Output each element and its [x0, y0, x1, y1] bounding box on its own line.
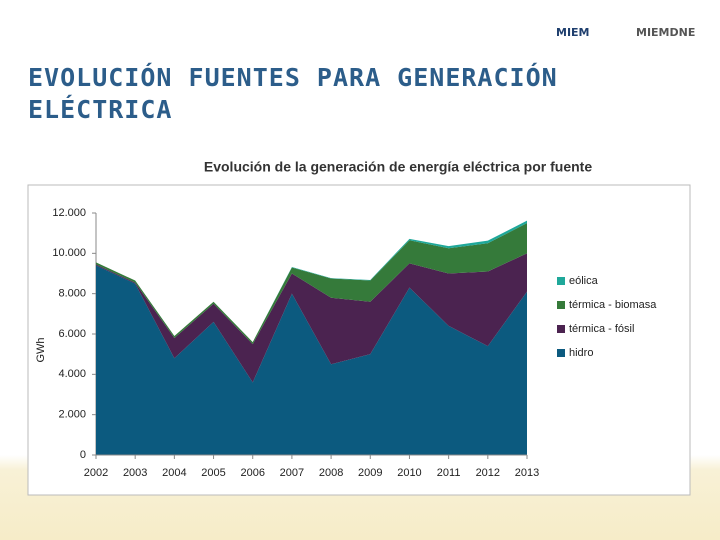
- legend-label: térmica - fósil: [569, 323, 634, 335]
- x-tick-label: 2011: [437, 467, 461, 479]
- x-tick-label: 2009: [358, 467, 382, 479]
- legend-label: eólica: [569, 275, 599, 287]
- x-tick-label: 2002: [84, 467, 108, 479]
- legend-label: térmica - biomasa: [569, 299, 657, 311]
- y-tick-label: 6.000: [58, 328, 86, 340]
- area: [96, 265, 527, 455]
- x-tick-label: 2008: [319, 467, 343, 479]
- x-tick-label: 2012: [476, 467, 500, 479]
- x-tick-label: 2006: [240, 467, 264, 479]
- y-tick-label: 10.000: [52, 247, 86, 259]
- logo: MIEMDNE: [636, 26, 696, 39]
- area: [96, 253, 527, 383]
- legend-swatch: [557, 277, 565, 285]
- x-tick-label: 2007: [280, 467, 304, 479]
- area: [96, 223, 527, 345]
- x-tick-label: 2004: [162, 467, 186, 479]
- x-tick-label: 2003: [123, 467, 147, 479]
- logo: MIEM: [556, 26, 590, 39]
- legend-label: hidro: [569, 347, 593, 359]
- legend-swatch: [557, 325, 565, 333]
- y-tick-label: 4.000: [58, 368, 86, 380]
- y-tick-label: 2.000: [58, 409, 86, 421]
- legend-swatch: [557, 301, 565, 309]
- y-tick-label: 12.000: [52, 207, 86, 219]
- y-tick-label: 8.000: [58, 288, 86, 300]
- legend-swatch: [557, 349, 565, 357]
- slide-title: EVOLUCIÓN FUENTES PARA GENERACIÓN ELÉCTR…: [28, 63, 558, 124]
- x-tick-label: 2005: [201, 467, 225, 479]
- x-tick-label: 2013: [515, 467, 539, 479]
- y-tick-label: 0: [80, 449, 86, 461]
- chart-title: Evolución de la generación de energía el…: [204, 159, 592, 175]
- y-axis-label: GWh: [35, 337, 47, 362]
- x-tick-label: 2010: [397, 467, 421, 479]
